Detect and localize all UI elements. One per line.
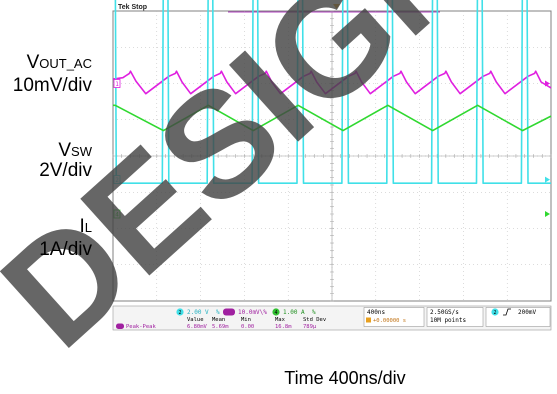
ch4-badge [272, 308, 280, 316]
trace-il [113, 104, 552, 132]
math-badge [223, 308, 235, 316]
stat-name: Peak-Peak [126, 324, 156, 330]
record-length-readout: 10M points [430, 317, 467, 324]
math-scale: 10.0mV\% [238, 309, 267, 316]
channel-marker [113, 175, 121, 184]
channel-marker-label: 1 [115, 81, 119, 88]
vout-label: VOUT_AC [26, 52, 92, 73]
svg-text:%: % [312, 309, 316, 316]
channel-right-marker [545, 211, 550, 217]
stat-header: Std Dev [303, 317, 327, 323]
trace-vsw [114, 0, 551, 184]
measurement-stats: Value Mean Min Max Std Dev Peak-Peak 6.80mV 5.6… [116, 317, 327, 330]
channel-marker-label: 2 [115, 177, 119, 184]
vsw-label: VSW [58, 140, 92, 161]
stat-value: 6.80mV [187, 324, 208, 330]
stat-value: 16.8m [275, 324, 292, 330]
svg-text:2: 2 [493, 310, 496, 316]
trigger-source-badge [491, 308, 499, 316]
il-scale-label: 1A/div [39, 239, 92, 260]
svg-text:4: 4 [274, 310, 277, 316]
stat-header: Value [187, 317, 204, 323]
rising-edge-icon [503, 308, 511, 316]
graticule [112, 10, 552, 302]
stat-value: 789μ [303, 324, 317, 330]
stat-value: 0.00 [241, 324, 254, 330]
vout-scale-label: 10mV/div [12, 75, 92, 96]
trigger-level-readout: 200mV [518, 309, 536, 316]
ch2-badge [176, 308, 184, 316]
trigger-position-readout: +0.00000 s [373, 318, 406, 324]
channel-right-marker [545, 176, 550, 183]
stat-header: Min [241, 317, 251, 323]
stat-header: Max [275, 317, 286, 323]
readout-panel: 2 2.00 V % 10.0mV\% 4 1.00 A % 400ns +0.… [112, 305, 552, 331]
sample-rate-readout: 2.50GS/s [430, 309, 459, 316]
trace-vout-ac [112, 70, 552, 95]
traces [112, 0, 552, 184]
channel-marker-label: 4 [115, 212, 119, 219]
channel-marker [113, 79, 121, 88]
channel-right-marker [545, 80, 550, 87]
x-axis-label: Time 400ns/div [284, 368, 406, 388]
timebase-readout: 400ns [367, 309, 385, 316]
svg-text:2: 2 [178, 310, 181, 316]
stat-value: 5.69m [212, 324, 229, 330]
vsw-scale-label: 2V/div [39, 160, 92, 181]
svg-text:%: % [216, 309, 220, 316]
ch4-scale: 1.00 A [283, 309, 305, 316]
channel-markers: 1 2 4 [113, 79, 550, 219]
channel-marker [113, 209, 121, 219]
ch2-scale: 2.00 V [187, 309, 209, 316]
il-label: IL [79, 216, 92, 237]
stat-header: Mean [212, 317, 225, 323]
trigger-position-marker [333, 4, 340, 9]
stat-math-badge [116, 323, 124, 329]
scope-status: Tek Stop [118, 4, 147, 11]
